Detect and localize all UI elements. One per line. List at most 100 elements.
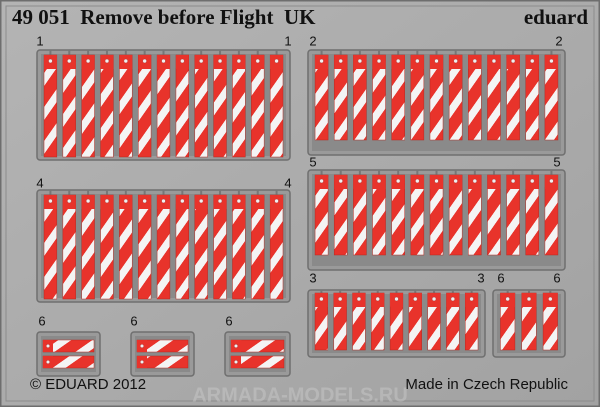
copyright: © EDUARD 2012: [30, 376, 146, 393]
tag-hole: [319, 296, 324, 302]
group-label: 1: [36, 33, 43, 48]
tag-hole: [431, 296, 437, 302]
tag-hole: [453, 178, 458, 184]
tag-hole: [357, 58, 363, 64]
group-label: 4: [284, 175, 291, 190]
tag: [81, 54, 95, 158]
tag: [194, 194, 208, 300]
tag: [43, 194, 58, 300]
tag: [213, 194, 227, 300]
tag: [119, 194, 133, 300]
tag-hole: [85, 58, 91, 64]
tag-hole: [491, 178, 497, 184]
tag-hole: [139, 360, 144, 365]
group-label: 2: [309, 33, 316, 48]
tag-hole: [85, 198, 91, 204]
tag: [137, 54, 152, 158]
tag-hole: [491, 58, 497, 64]
tag: [251, 54, 265, 158]
tag-hole: [469, 296, 474, 302]
group-label: 6: [553, 270, 560, 285]
tag-hole: [319, 178, 324, 184]
tag-hole: [548, 296, 553, 302]
group-label: 6: [497, 270, 504, 285]
tag-hole: [123, 198, 129, 204]
tag: [62, 194, 76, 300]
tag-hole: [217, 58, 223, 64]
tag-hole: [338, 58, 343, 64]
tag-hole: [236, 58, 242, 64]
tag: [156, 194, 171, 300]
tag-hole: [415, 58, 420, 64]
origin: Made in Czech Republic: [405, 376, 568, 393]
tag-hole: [46, 344, 51, 349]
tag-hole: [161, 198, 166, 204]
tag-hole: [233, 360, 238, 365]
tag-hole: [255, 58, 260, 64]
tag-hole: [472, 178, 478, 184]
tag-hole: [394, 296, 399, 302]
tag-hole: [415, 178, 420, 184]
tag-hole: [505, 296, 510, 302]
tag-hole: [161, 58, 166, 64]
tag: [175, 194, 190, 300]
group-label: 3: [309, 270, 316, 285]
tag: [43, 54, 58, 158]
title: 49 051 Remove before Flight UK: [12, 5, 316, 29]
tag-hole: [530, 178, 535, 184]
tag-hole: [217, 198, 223, 204]
group-label: 5: [553, 154, 560, 169]
group-label: 1: [284, 33, 291, 48]
tag: [232, 54, 246, 158]
tag-hole: [255, 198, 260, 204]
tag-hole: [510, 178, 516, 184]
tag-hole: [526, 296, 532, 302]
tag-hole: [198, 58, 204, 64]
tag-hole: [274, 58, 279, 64]
tag-hole: [104, 198, 110, 204]
tag-hole: [434, 58, 439, 64]
tag: [194, 54, 208, 158]
tag-hole: [233, 344, 238, 349]
tag-hole: [395, 178, 401, 184]
group-label: 4: [36, 175, 43, 190]
tag-hole: [123, 58, 129, 64]
tag-hole: [67, 58, 72, 64]
tag-hole: [274, 198, 279, 204]
tag-hole: [434, 178, 439, 184]
tag-hole: [180, 198, 185, 204]
tag-hole: [319, 58, 324, 64]
tag-hole: [48, 198, 53, 204]
tag: [81, 194, 95, 300]
tag-hole: [530, 58, 535, 64]
tag-hole: [337, 296, 343, 302]
group-label: 3: [477, 270, 484, 285]
tag-hole: [450, 296, 456, 302]
tag: [251, 194, 265, 300]
tag: [137, 194, 152, 300]
tag: [119, 54, 133, 158]
tag-hole: [549, 178, 554, 184]
tag-hole: [413, 296, 418, 302]
tag-hole: [48, 58, 53, 64]
tag-hole: [338, 178, 343, 184]
tag: [175, 54, 190, 158]
tag: [269, 194, 284, 300]
brand: eduard: [524, 5, 589, 29]
tag: [156, 54, 171, 158]
tag: [100, 194, 114, 300]
tag-hole: [104, 58, 110, 64]
tag: [213, 54, 227, 158]
group-label: 6: [38, 313, 45, 328]
tag-hole: [395, 58, 401, 64]
tag-hole: [453, 58, 458, 64]
tag-hole: [180, 58, 185, 64]
tag-hole: [142, 198, 147, 204]
tag-hole: [198, 198, 204, 204]
tag-hole: [356, 296, 362, 302]
tag-hole: [472, 58, 478, 64]
tag-hole: [357, 178, 363, 184]
tag: [62, 54, 76, 158]
group-label: 5: [309, 154, 316, 169]
